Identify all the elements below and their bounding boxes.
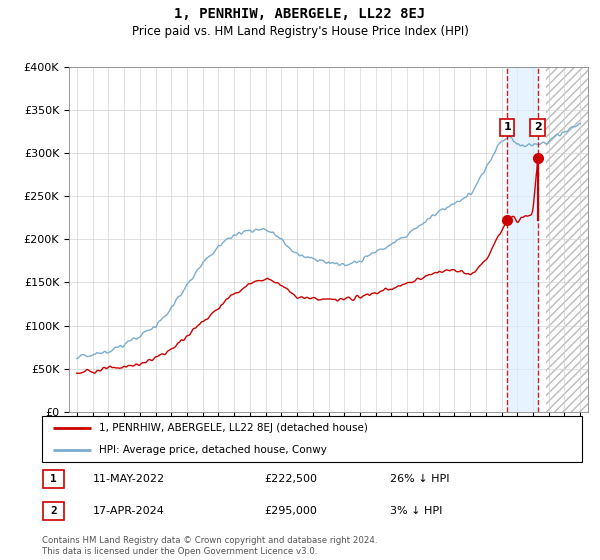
Text: 1, PENRHIW, ABERGELE, LL22 8EJ (detached house): 1, PENRHIW, ABERGELE, LL22 8EJ (detached… [98, 423, 368, 432]
Text: 17-APR-2024: 17-APR-2024 [93, 506, 165, 516]
Text: 26% ↓ HPI: 26% ↓ HPI [390, 474, 449, 484]
Text: Contains HM Land Registry data © Crown copyright and database right 2024.
This d: Contains HM Land Registry data © Crown c… [42, 536, 377, 556]
Text: 1: 1 [503, 123, 511, 133]
Text: Price paid vs. HM Land Registry's House Price Index (HPI): Price paid vs. HM Land Registry's House … [131, 25, 469, 38]
Text: 11-MAY-2022: 11-MAY-2022 [93, 474, 165, 484]
Bar [545, 67, 588, 412]
Text: HPI: Average price, detached house, Conwy: HPI: Average price, detached house, Conw… [98, 445, 326, 455]
Bar [507, 67, 538, 412]
Text: £222,500: £222,500 [264, 474, 317, 484]
Text: 1, PENRHIW, ABERGELE, LL22 8EJ: 1, PENRHIW, ABERGELE, LL22 8EJ [175, 7, 425, 21]
Text: 2: 2 [50, 506, 57, 516]
Text: 1: 1 [50, 474, 57, 484]
Text: 2: 2 [533, 123, 541, 133]
FancyBboxPatch shape [43, 502, 64, 520]
Text: 3% ↓ HPI: 3% ↓ HPI [390, 506, 442, 516]
Text: £295,000: £295,000 [264, 506, 317, 516]
FancyBboxPatch shape [43, 470, 64, 488]
FancyBboxPatch shape [42, 416, 582, 462]
